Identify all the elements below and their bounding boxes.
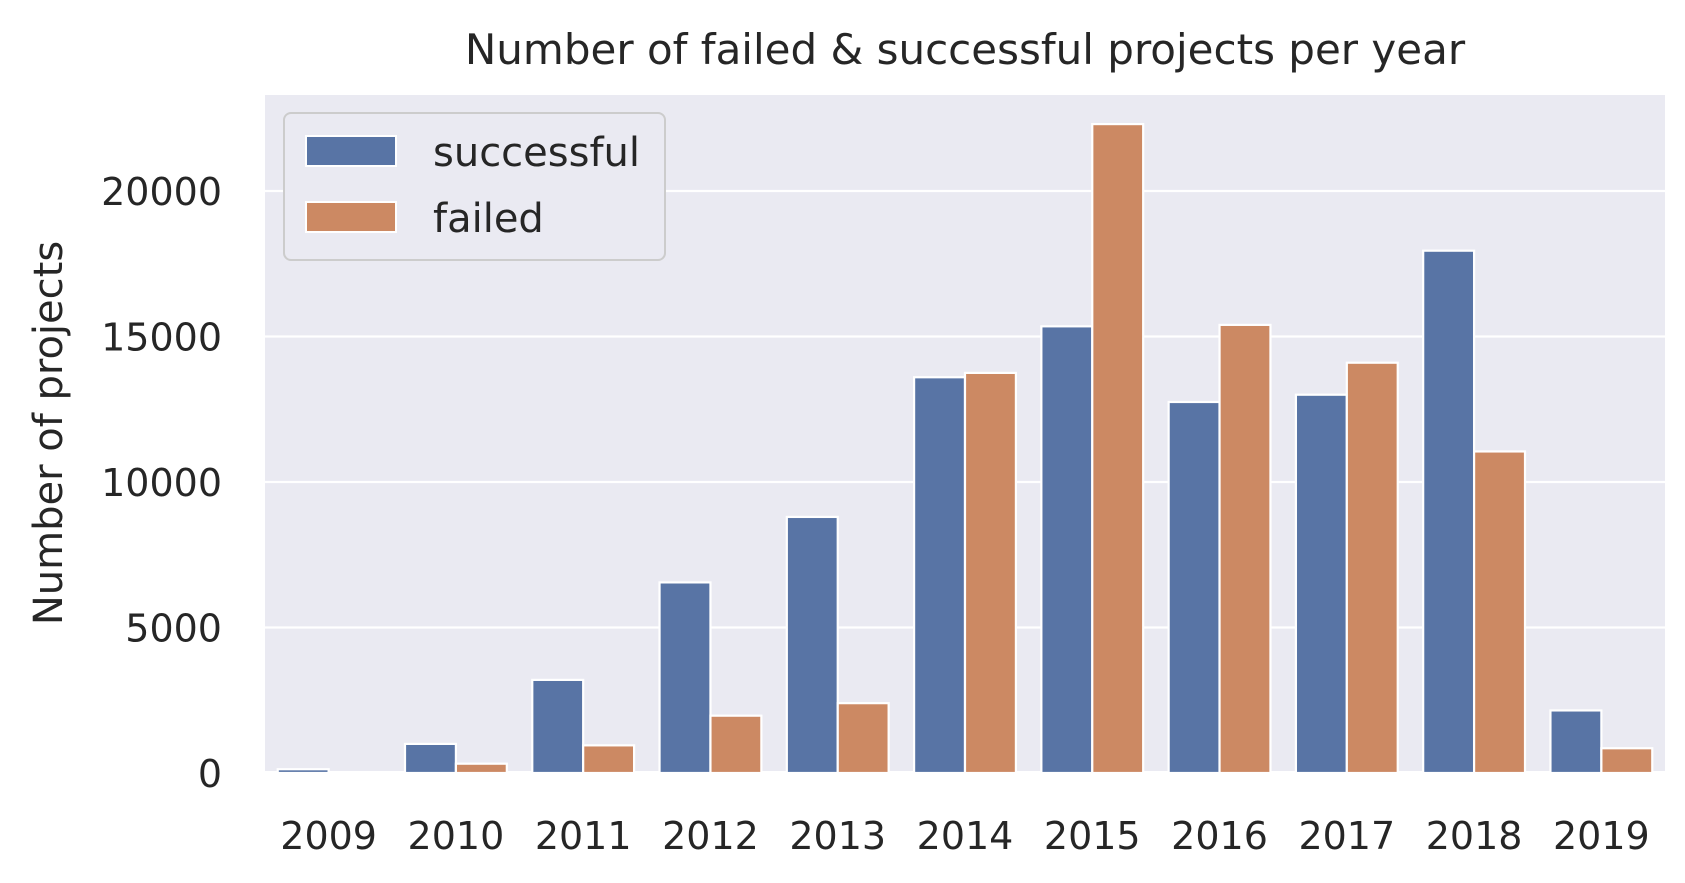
x-tick-label: 2014 <box>917 814 1014 858</box>
bar-failed-2013 <box>836 702 890 775</box>
x-tick-labels: 2009 2010 2011 2012 2013 2014 2015 2016 2017 2018… <box>280 814 1649 858</box>
legend-swatch-successful <box>305 135 397 167</box>
bar-successful-2009 <box>276 768 330 775</box>
x-tick-label: 2016 <box>1171 814 1268 858</box>
x-tick-label: 2011 <box>535 814 632 858</box>
legend-label-successful: successful <box>433 130 640 176</box>
x-tick-label: 2019 <box>1553 814 1650 858</box>
bar-successful-2010 <box>403 742 458 775</box>
x-tick-label: 2018 <box>1426 814 1523 858</box>
bar-failed-2015 <box>1091 122 1145 775</box>
bars <box>276 122 1654 775</box>
y-tick-label: 15000 <box>101 316 222 360</box>
bar-failed-2009 <box>327 771 381 775</box>
bar-successful-2015 <box>1040 325 1094 775</box>
bar-successful-2013 <box>785 515 839 775</box>
legend-swatch-failed <box>305 201 397 233</box>
legend-label-failed: failed <box>433 196 544 242</box>
y-axis-label: Number of projects <box>26 241 72 625</box>
x-tick-label: 2012 <box>662 814 759 858</box>
bar-failed-2010 <box>454 762 508 775</box>
bar-successful-2011 <box>531 678 585 775</box>
chart-title: Number of failed & successful projects p… <box>465 25 1466 74</box>
bar-failed-2017 <box>1345 361 1399 775</box>
x-tick-label: 2010 <box>408 814 505 858</box>
bar-failed-2012 <box>709 714 763 775</box>
y-tick-labels: 0 5000 10000 15000 20000 <box>101 170 222 796</box>
bar-successful-2012 <box>658 581 712 775</box>
y-tick-label: 10000 <box>101 461 222 505</box>
y-tick-label: 20000 <box>101 170 222 214</box>
legend: successful failed <box>283 112 666 261</box>
bar-failed-2019 <box>1600 747 1654 775</box>
bar-failed-2016 <box>1218 323 1272 775</box>
bar-failed-2011 <box>582 744 636 775</box>
bar-successful-2018 <box>1422 249 1476 775</box>
bar-successful-2019 <box>1549 709 1603 775</box>
bar-failed-2014 <box>963 371 1018 775</box>
x-tick-label: 2015 <box>1044 814 1141 858</box>
bar-successful-2017 <box>1294 393 1348 775</box>
y-tick-label: 0 <box>198 752 222 796</box>
x-tick-label: 2013 <box>789 814 886 858</box>
bar-successful-2014 <box>912 376 967 775</box>
bar-failed-2018 <box>1472 450 1527 775</box>
bar-successful-2016 <box>1167 400 1221 775</box>
y-tick-label: 5000 <box>125 607 222 651</box>
x-tick-label: 2017 <box>1298 814 1395 858</box>
x-tick-label: 2009 <box>280 814 377 858</box>
